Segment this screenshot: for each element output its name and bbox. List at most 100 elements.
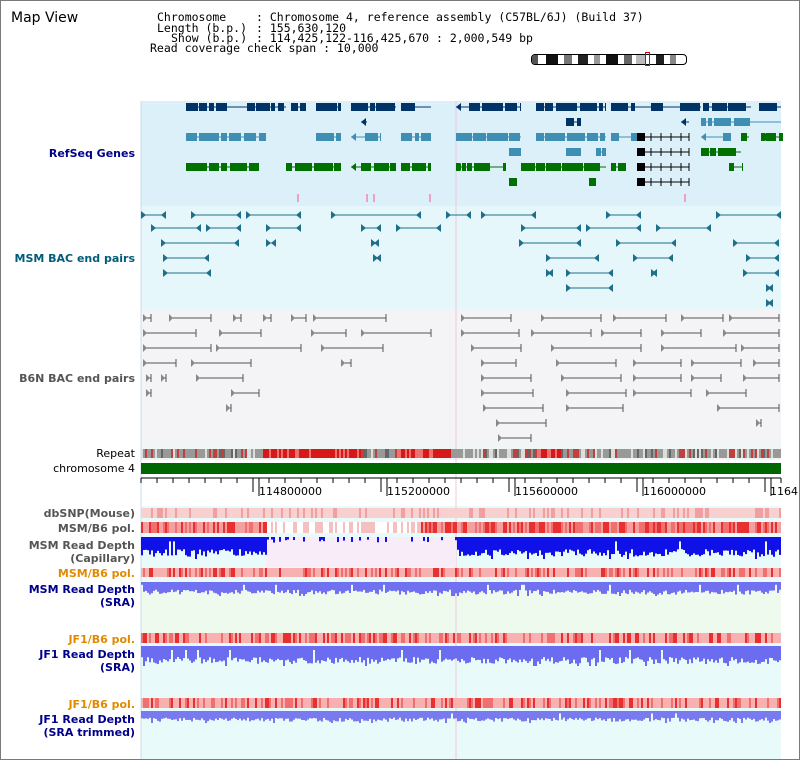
gene-exon bbox=[390, 163, 396, 171]
read-depth-bar bbox=[673, 582, 675, 593]
read-depth-bar bbox=[475, 646, 477, 661]
polymorphism-cell bbox=[595, 522, 597, 533]
polymorphism-cell bbox=[159, 568, 161, 577]
read-depth-bar bbox=[193, 711, 195, 719]
read-depth-bar bbox=[695, 537, 697, 555]
polymorphism-cell bbox=[321, 698, 323, 708]
read-depth-bar bbox=[655, 537, 657, 554]
read-depth-bar bbox=[675, 711, 677, 714]
gene-exon bbox=[244, 133, 256, 141]
gene-exon bbox=[759, 103, 777, 111]
read-depth-bar bbox=[151, 582, 153, 594]
read-depth-bar bbox=[609, 582, 611, 585]
snp-density-cell bbox=[451, 508, 453, 518]
repeat-element bbox=[683, 449, 685, 458]
polymorphism-cell bbox=[617, 568, 619, 577]
read-depth-bar bbox=[523, 537, 525, 553]
snp-density-cell bbox=[501, 508, 503, 518]
polymorphism-cell bbox=[431, 522, 433, 533]
read-depth-bar bbox=[645, 537, 647, 556]
snp-density-cell bbox=[323, 508, 325, 518]
read-depth-bar bbox=[427, 646, 429, 659]
snp-density-cell bbox=[397, 508, 399, 518]
polymorphism-cell bbox=[225, 698, 227, 708]
chromosome-ideogram[interactable] bbox=[531, 54, 687, 65]
polymorphism-cell bbox=[319, 698, 321, 708]
ideogram-position-marker[interactable] bbox=[645, 52, 650, 66]
read-depth-bar bbox=[409, 646, 411, 663]
polymorphism-cell bbox=[607, 522, 609, 533]
read-depth-bar bbox=[193, 582, 195, 592]
repeat-element bbox=[373, 449, 375, 458]
polymorphism-cell bbox=[681, 698, 683, 708]
polymorphism-cell bbox=[655, 633, 657, 643]
gene-exon bbox=[361, 163, 371, 171]
snp-density-cell bbox=[721, 508, 723, 518]
snp-density-cell bbox=[737, 508, 739, 518]
polymorphism-cell bbox=[515, 698, 517, 708]
polymorphism-cell bbox=[171, 698, 173, 708]
polymorphism-cell bbox=[381, 698, 383, 708]
read-depth-bar bbox=[715, 582, 717, 593]
repeat-element bbox=[213, 449, 215, 458]
read-depth-bar bbox=[461, 646, 463, 659]
repeat-element bbox=[693, 449, 695, 458]
gene-exon bbox=[509, 148, 521, 156]
read-depth-bar bbox=[591, 711, 593, 722]
snp-density-cell bbox=[231, 508, 233, 518]
polymorphism-cell bbox=[709, 522, 711, 533]
polymorphism-cell bbox=[253, 633, 255, 643]
read-depth-bar bbox=[415, 711, 417, 720]
read-depth-bar bbox=[779, 537, 781, 555]
polymorphism-cell bbox=[705, 522, 707, 533]
snp-density-cell bbox=[541, 508, 543, 518]
polymorphism-cell bbox=[585, 633, 587, 643]
read-depth-bar bbox=[261, 582, 263, 591]
polymorphism-cell bbox=[749, 633, 751, 643]
repeat-element bbox=[259, 449, 261, 458]
snp-density-cell bbox=[141, 508, 143, 518]
snp-density-cell bbox=[325, 508, 327, 518]
polymorphism-cell bbox=[699, 633, 701, 643]
repeat-element bbox=[215, 449, 217, 458]
polymorphism-cell bbox=[489, 568, 491, 577]
polymorphism-cell bbox=[593, 522, 595, 533]
read-depth-bar bbox=[195, 711, 197, 720]
polymorphism-cell bbox=[239, 698, 241, 708]
read-depth-bar bbox=[499, 537, 501, 550]
read-depth-bar bbox=[761, 582, 763, 593]
polymorphism-cell bbox=[335, 633, 337, 643]
read-depth-bar bbox=[657, 537, 659, 555]
repeat-element bbox=[409, 449, 411, 458]
read-depth-bar bbox=[323, 711, 325, 718]
polymorphism-cell bbox=[439, 568, 441, 577]
snp-density-cell bbox=[153, 508, 155, 518]
read-depth-bar bbox=[311, 646, 313, 664]
read-depth-bar bbox=[457, 646, 459, 661]
bac-end-marker bbox=[226, 404, 230, 412]
polymorphism-cell bbox=[195, 633, 197, 643]
read-depth-bar bbox=[623, 537, 625, 555]
read-depth-bar bbox=[683, 537, 685, 551]
repeat-element bbox=[741, 449, 743, 458]
read-depth-bar bbox=[621, 537, 623, 557]
polymorphism-cell bbox=[371, 698, 373, 708]
read-depth-bar bbox=[171, 646, 173, 650]
polymorphism-cell bbox=[771, 522, 773, 533]
snp-density-cell bbox=[395, 508, 397, 518]
polymorphism-cell bbox=[589, 633, 591, 643]
gene-strand-arrow bbox=[291, 103, 296, 111]
read-depth-bar bbox=[495, 646, 497, 660]
read-depth-bar bbox=[679, 537, 681, 542]
gene-strand-arrow bbox=[456, 133, 461, 141]
snp-density-cell bbox=[283, 508, 285, 518]
read-depth-bar bbox=[417, 582, 419, 594]
read-depth-bar bbox=[639, 537, 641, 556]
gene-exon bbox=[718, 148, 736, 156]
repeat-element bbox=[559, 449, 561, 458]
polymorphism-cell bbox=[723, 698, 725, 708]
polymorphism-cell bbox=[263, 522, 265, 533]
polymorphism-cell bbox=[555, 568, 557, 577]
polymorphism-cell bbox=[715, 568, 717, 577]
